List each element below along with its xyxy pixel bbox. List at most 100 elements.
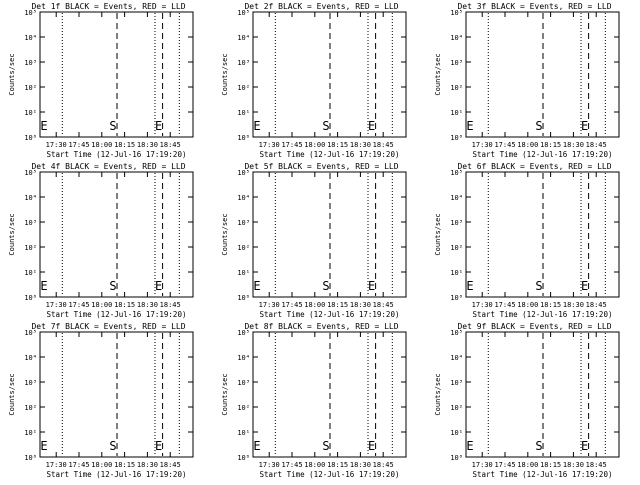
panel-title: Det 9f BLACK = Events, RED = LLD: [457, 322, 611, 331]
x-tick-label: 18:00: [91, 301, 112, 309]
marker-label: E: [368, 279, 375, 293]
panel-title: Det 4f BLACK = Events, RED = LLD: [31, 162, 185, 171]
y-tick-label: 10²: [24, 84, 37, 92]
y-axis-label: Counts/sec: [221, 373, 229, 415]
y-axis-label: Counts/sec: [8, 373, 16, 415]
y-tick-label: 10²: [237, 404, 250, 412]
panel-title: Det 2f BLACK = Events, RED = LLD: [244, 2, 398, 11]
y-tick-label: 10⁵: [24, 169, 37, 177]
x-tick-label: 17:45: [494, 461, 515, 469]
y-tick-label: 10⁰: [24, 454, 37, 462]
marker-label: S: [109, 119, 116, 133]
y-axis-label: Counts/sec: [221, 53, 229, 95]
x-tick-label: 18:00: [304, 461, 325, 469]
marker-label: E: [155, 279, 162, 293]
plot-frame: [252, 171, 407, 298]
x-tick-label: 17:45: [68, 141, 89, 149]
y-tick-label: 10¹: [24, 269, 37, 277]
y-tick-label: 10²: [450, 404, 463, 412]
x-tick-label: 17:45: [281, 301, 302, 309]
panel-1: Det 1f BLACK = Events, RED = LLD 10⁰ 10¹ 10…: [8, 2, 194, 159]
marker-label: E: [253, 439, 260, 453]
x-tick-label: 18:15: [114, 301, 135, 309]
panel-3: Det 3f BLACK = Events, RED = LLD 10⁰ 10¹ 10…: [434, 2, 620, 159]
x-tick-label: 18:00: [517, 301, 538, 309]
y-tick-label: 10³: [24, 379, 37, 387]
y-tick-label: 10¹: [24, 109, 37, 117]
x-tick-label: 17:30: [46, 461, 67, 469]
y-tick-label: 10¹: [24, 429, 37, 437]
x-axis-label: Start Time (12-Jul-16 17:19:20): [47, 150, 187, 159]
x-tick-label: 18:15: [327, 301, 348, 309]
x-tick-label: 17:45: [68, 461, 89, 469]
panel-2: Det 2f BLACK = Events, RED = LLD 10⁰ 10¹ 10…: [221, 2, 407, 159]
y-tick-label: 10⁰: [237, 294, 250, 302]
x-tick-label: 17:45: [494, 301, 515, 309]
x-axis-label: Start Time (12-Jul-16 17:19:20): [260, 310, 400, 319]
x-tick-label: 18:30: [350, 141, 371, 149]
y-tick-label: 10⁵: [237, 329, 250, 337]
panel-title: Det 8f BLACK = Events, RED = LLD: [244, 322, 398, 331]
x-tick-label: 18:30: [563, 141, 584, 149]
y-tick-label: 10⁴: [450, 34, 463, 42]
x-tick-label: 17:30: [472, 461, 493, 469]
plot-frame: [465, 331, 620, 458]
y-tick-label: 10⁴: [237, 34, 250, 42]
y-tick-label: 10³: [450, 219, 463, 227]
x-axis-label: Start Time (12-Jul-16 17:19:20): [260, 470, 400, 479]
y-tick-label: 10⁰: [450, 454, 463, 462]
x-tick-label: 18:45: [160, 461, 181, 469]
x-tick-label: 17:30: [46, 301, 67, 309]
panel-8: Det 8f BLACK = Events, RED = LLD 10⁰ 10¹ 10…: [221, 322, 407, 479]
y-tick-label: 10³: [237, 379, 250, 387]
x-tick-label: 17:30: [472, 141, 493, 149]
y-tick-label: 10⁴: [24, 354, 37, 362]
plot-frame: [465, 171, 620, 298]
x-tick-label: 18:30: [137, 461, 158, 469]
marker-label: S: [535, 279, 542, 293]
y-tick-label: 10⁰: [450, 294, 463, 302]
marker-label: S: [322, 119, 329, 133]
x-tick-label: 18:45: [373, 461, 394, 469]
panel-title: Det 1f BLACK = Events, RED = LLD: [31, 2, 185, 11]
x-axis-label: Start Time (12-Jul-16 17:19:20): [473, 310, 613, 319]
panel-title: Det 6f BLACK = Events, RED = LLD: [457, 162, 611, 171]
marker-label: E: [466, 279, 473, 293]
marker-label: S: [322, 439, 329, 453]
x-tick-label: 18:00: [517, 461, 538, 469]
marker-label: E: [466, 439, 473, 453]
y-tick-label: 10⁴: [237, 194, 250, 202]
x-tick-label: 17:45: [494, 141, 515, 149]
marker-label: S: [109, 279, 116, 293]
x-tick-label: 18:30: [137, 301, 158, 309]
x-tick-label: 18:15: [327, 141, 348, 149]
panel-6: Det 6f BLACK = Events, RED = LLD 10⁰ 10¹ 10…: [434, 162, 620, 319]
y-tick-label: 10¹: [237, 429, 250, 437]
y-tick-label: 10³: [450, 379, 463, 387]
x-tick-label: 18:45: [586, 461, 607, 469]
y-tick-label: 10²: [24, 244, 37, 252]
x-tick-label: 17:30: [46, 141, 67, 149]
panel-9: Det 9f BLACK = Events, RED = LLD 10⁰ 10¹ 10…: [434, 322, 620, 479]
y-tick-label: 10⁴: [24, 34, 37, 42]
x-tick-label: 18:45: [373, 301, 394, 309]
x-tick-label: 18:30: [137, 141, 158, 149]
x-tick-label: 17:45: [281, 141, 302, 149]
plot-frame: [252, 331, 407, 458]
plot-frame: [252, 11, 407, 138]
x-tick-label: 17:30: [259, 301, 280, 309]
y-axis-label: Counts/sec: [434, 53, 442, 95]
marker-label: E: [253, 279, 260, 293]
y-tick-label: 10⁵: [237, 9, 250, 17]
y-tick-label: 10⁰: [237, 454, 250, 462]
x-tick-label: 18:45: [586, 141, 607, 149]
panel-title: Det 3f BLACK = Events, RED = LLD: [457, 2, 611, 11]
plot-frame: [39, 171, 194, 298]
y-tick-label: 10¹: [450, 429, 463, 437]
y-tick-label: 10⁴: [237, 354, 250, 362]
marker-label: E: [368, 439, 375, 453]
marker-label: S: [535, 439, 542, 453]
y-axis-label: Counts/sec: [434, 373, 442, 415]
y-tick-label: 10⁰: [24, 294, 37, 302]
x-tick-label: 18:30: [350, 461, 371, 469]
